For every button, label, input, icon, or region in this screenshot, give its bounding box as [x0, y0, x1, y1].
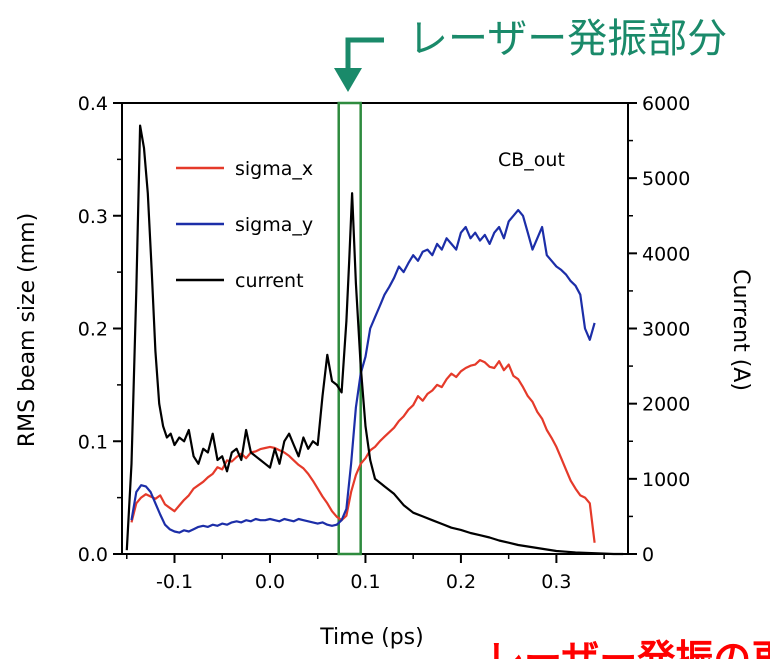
y-tick-label: 0.1	[78, 431, 108, 453]
y2-tick-label: 0	[642, 544, 654, 566]
y2-tick-label: 4000	[642, 243, 690, 265]
x-axis-title: Time (ps)	[319, 625, 423, 650]
y-axis-title: RMS beam size (mm)	[15, 213, 40, 447]
legend-label-sigma-y: sigma_y	[235, 214, 313, 236]
annotation-bottom-text: レーザー発振の再	[486, 637, 770, 659]
series-lines	[125, 124, 624, 556]
y-axis-left: 0.0 0.1 0.2 0.3 0.4	[78, 93, 122, 566]
series-line-sigma-x	[130, 359, 596, 543]
y-tick-label: 0.3	[78, 206, 108, 228]
highlight-band	[337, 101, 362, 556]
x-axis: -0.1 0.0 0.1 0.2 0.3	[126, 554, 605, 593]
x-tick-label: 0.1	[350, 571, 380, 593]
legend-label-sigma-x: sigma_x	[235, 158, 313, 180]
y2-tick-label: 3000	[642, 319, 690, 341]
top-annotation: レーザー発振部分	[334, 16, 727, 92]
annotation-arrow-head	[334, 68, 362, 92]
x-tick-label: 0.3	[541, 571, 571, 593]
y-tick-label: 0.0	[78, 544, 108, 566]
series-line-current	[125, 124, 624, 556]
annotation-top-text: レーザー発振部分	[408, 16, 727, 62]
y2-axis-title: Current (A)	[728, 269, 753, 391]
x-tick-label: 0.2	[446, 571, 476, 593]
series-line-sigma-y	[130, 209, 596, 534]
legend-label-current: current	[235, 270, 304, 292]
y-axis-right: 0 1000 2000 3000 4000 5000 6000	[628, 93, 690, 566]
x-tick-label: 0.0	[255, 571, 285, 593]
y2-tick-label: 6000	[642, 93, 690, 115]
annotation-arrow-line	[345, 37, 384, 72]
y-tick-label: 0.4	[78, 93, 108, 115]
y-tick-label: 0.2	[78, 319, 108, 341]
x-tick-label: -0.1	[156, 571, 193, 593]
y2-tick-label: 1000	[642, 469, 690, 491]
cb-out-label: CB_out	[498, 149, 565, 171]
y2-tick-label: 2000	[642, 394, 690, 416]
y2-tick-label: 5000	[642, 168, 690, 190]
